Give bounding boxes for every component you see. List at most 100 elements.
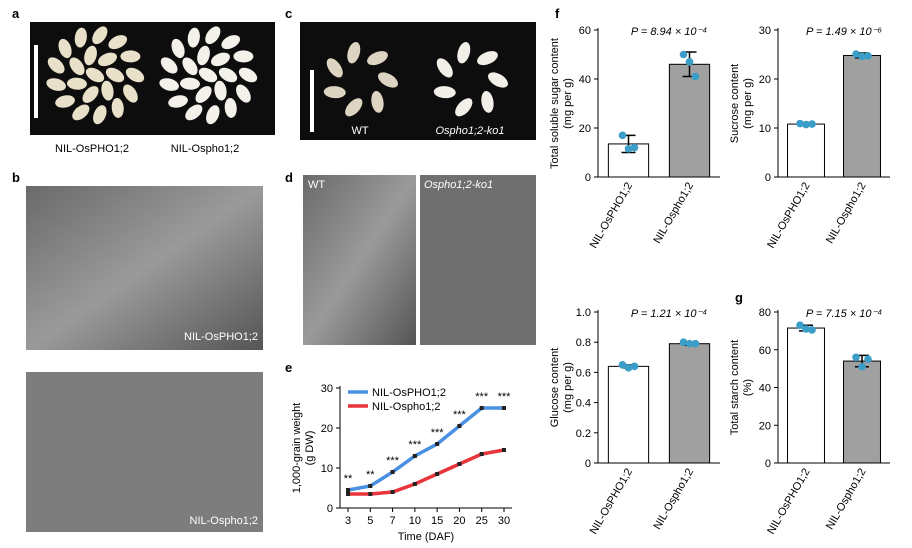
x-tick-label: NIL-OsPHO1;2 bbox=[765, 181, 812, 251]
x-tick-label: NIL-Ospho1;2 bbox=[651, 181, 696, 246]
point bbox=[618, 131, 627, 140]
grain bbox=[66, 77, 87, 90]
grain bbox=[46, 78, 66, 91]
grain bbox=[205, 26, 221, 45]
grain bbox=[101, 80, 114, 101]
grain bbox=[371, 90, 384, 113]
point bbox=[479, 406, 484, 410]
grain bbox=[367, 51, 388, 66]
y-axis-label: (%) bbox=[742, 379, 754, 396]
grain bbox=[326, 58, 343, 78]
legend-label: NIL-Ospho1;2 bbox=[372, 401, 440, 413]
y-tick-label: 10 bbox=[759, 123, 771, 135]
point bbox=[435, 442, 440, 446]
bar bbox=[668, 343, 711, 464]
grain bbox=[224, 97, 237, 118]
y-axis-label: (mg per g) bbox=[562, 362, 574, 413]
point bbox=[630, 362, 639, 371]
y-tick-label: 0 bbox=[585, 172, 591, 184]
point bbox=[802, 120, 810, 129]
y-axis-label: (mg per g) bbox=[562, 78, 574, 129]
grain bbox=[198, 67, 218, 83]
bar bbox=[607, 365, 650, 464]
grain bbox=[108, 35, 128, 50]
grain bbox=[123, 84, 138, 103]
grain bbox=[182, 57, 198, 76]
grain bbox=[221, 35, 241, 50]
y-tick-label: 0.4 bbox=[576, 398, 591, 410]
grain bbox=[488, 72, 508, 88]
grain bbox=[47, 57, 65, 74]
x-tick-label: NIL-Ospho1;2 bbox=[651, 467, 696, 532]
significance: *** bbox=[475, 391, 489, 403]
grain bbox=[455, 98, 473, 117]
grain bbox=[345, 98, 363, 117]
point bbox=[457, 424, 462, 428]
significance: *** bbox=[431, 427, 445, 439]
point bbox=[624, 145, 633, 153]
caption: WT bbox=[351, 125, 368, 137]
y-tick-label: 0.6 bbox=[576, 367, 591, 379]
grain bbox=[477, 51, 498, 66]
point bbox=[685, 339, 694, 348]
point bbox=[808, 120, 816, 128]
p-value: P = 1.49 × 10⁻⁶ bbox=[806, 26, 882, 38]
point bbox=[502, 406, 506, 410]
x-tick-label: 7 bbox=[390, 515, 396, 527]
grain bbox=[347, 41, 361, 64]
grain bbox=[97, 52, 117, 67]
y-tick-label: 10 bbox=[321, 463, 333, 475]
grain bbox=[84, 45, 97, 66]
p-value: P = 7.15 × 10⁻⁴ bbox=[806, 308, 882, 320]
point bbox=[346, 492, 350, 496]
point bbox=[679, 338, 688, 347]
grain bbox=[433, 86, 456, 99]
grain bbox=[160, 57, 178, 74]
grain bbox=[85, 67, 105, 83]
bar bbox=[787, 123, 825, 178]
point bbox=[618, 361, 627, 369]
y-tick-label: 0 bbox=[765, 172, 771, 184]
panel-label: b bbox=[12, 170, 20, 185]
grain bbox=[159, 78, 179, 91]
point bbox=[796, 321, 804, 330]
point bbox=[796, 119, 804, 128]
x-tick-label: 15 bbox=[431, 515, 443, 527]
point bbox=[479, 452, 484, 456]
grain bbox=[111, 97, 124, 118]
bar bbox=[843, 360, 881, 464]
point bbox=[630, 143, 639, 152]
y-tick-label: 0.2 bbox=[576, 428, 591, 440]
point bbox=[864, 355, 872, 363]
y-axis-label: (g DW) bbox=[304, 431, 316, 466]
y-tick-label: 0.8 bbox=[576, 337, 591, 349]
x-tick-label: 5 bbox=[367, 515, 373, 527]
grain bbox=[214, 80, 227, 101]
sem-b-bottom bbox=[26, 372, 263, 532]
point bbox=[852, 353, 860, 362]
y-tick-label: 20 bbox=[321, 423, 333, 435]
grain bbox=[72, 104, 90, 121]
y-axis-label: Total starch content bbox=[729, 340, 741, 435]
y-axis-label: Total soluble sugar content bbox=[549, 38, 561, 169]
grain bbox=[92, 26, 108, 45]
significance: *** bbox=[453, 409, 467, 421]
grain bbox=[69, 57, 85, 76]
x-tick-label: NIL-Ospho1;2 bbox=[824, 181, 869, 246]
grain bbox=[125, 67, 145, 83]
legend-label: NIL-OsPHO1;2 bbox=[372, 387, 446, 399]
sem-b-top bbox=[26, 186, 263, 350]
line bbox=[348, 448, 505, 496]
bar bbox=[787, 327, 825, 464]
grain bbox=[179, 77, 200, 90]
x-tick-label: NIL-Ospho1;2 bbox=[824, 467, 869, 532]
point bbox=[502, 448, 506, 452]
point bbox=[457, 462, 462, 466]
grain bbox=[195, 86, 212, 103]
grain bbox=[168, 95, 188, 108]
caption: WT bbox=[308, 179, 325, 191]
x-tick-label: 3 bbox=[345, 515, 351, 527]
panel-label: c bbox=[285, 6, 292, 21]
y-tick-label: 0 bbox=[327, 503, 333, 515]
